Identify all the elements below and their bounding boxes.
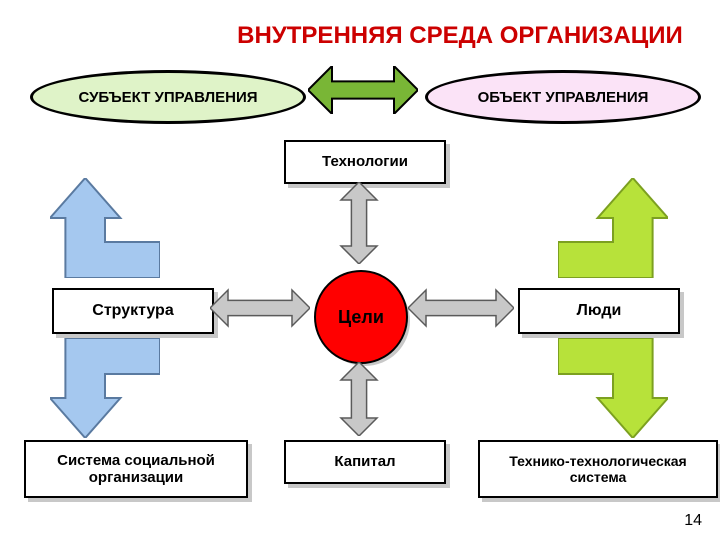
double-arrow-struct-goals	[210, 288, 310, 328]
box-techsys-label: Технико-технологическая система	[484, 453, 712, 485]
box-capital: Капитал	[284, 440, 446, 484]
box-system-label: Система социальной организации	[30, 452, 242, 487]
box-people-label: Люди	[577, 302, 622, 320]
box-structure-label: Структура	[92, 302, 173, 320]
double-arrow-tech-goals	[339, 182, 379, 264]
box-system: Система социальной организации	[24, 440, 248, 498]
diagram-title: ВНУТРЕННЯЯ СРЕДА ОРГАНИЗАЦИИ	[200, 22, 720, 50]
block-arrow-green-up-right	[558, 178, 668, 278]
object-label: ОБЪЕКТ УПРАВЛЕНИЯ	[478, 89, 649, 106]
box-capital-label: Капитал	[334, 453, 395, 470]
double-arrow-goals-capital	[339, 362, 379, 436]
block-arrow-blue-up-left	[50, 178, 160, 278]
box-techsys: Технико-технологическая система	[478, 440, 718, 498]
double-arrow-goals-people	[408, 288, 514, 328]
goals-label: Цели	[338, 307, 384, 328]
subject-label: СУБЪЕКТ УПРАВЛЕНИЯ	[78, 89, 257, 106]
top-double-arrow	[308, 66, 418, 114]
box-people: Люди	[518, 288, 680, 334]
object-ellipse: ОБЪЕКТ УПРАВЛЕНИЯ	[425, 70, 701, 124]
box-tech: Технологии	[284, 140, 446, 184]
box-tech-label: Технологии	[322, 153, 408, 170]
goals-circle: Цели	[314, 270, 408, 364]
box-structure: Структура	[52, 288, 214, 334]
block-arrow-green-down-right	[558, 338, 668, 438]
subject-ellipse: СУБЪЕКТ УПРАВЛЕНИЯ	[30, 70, 306, 124]
page-number: 14	[684, 512, 702, 530]
block-arrow-blue-down-left	[50, 338, 160, 438]
